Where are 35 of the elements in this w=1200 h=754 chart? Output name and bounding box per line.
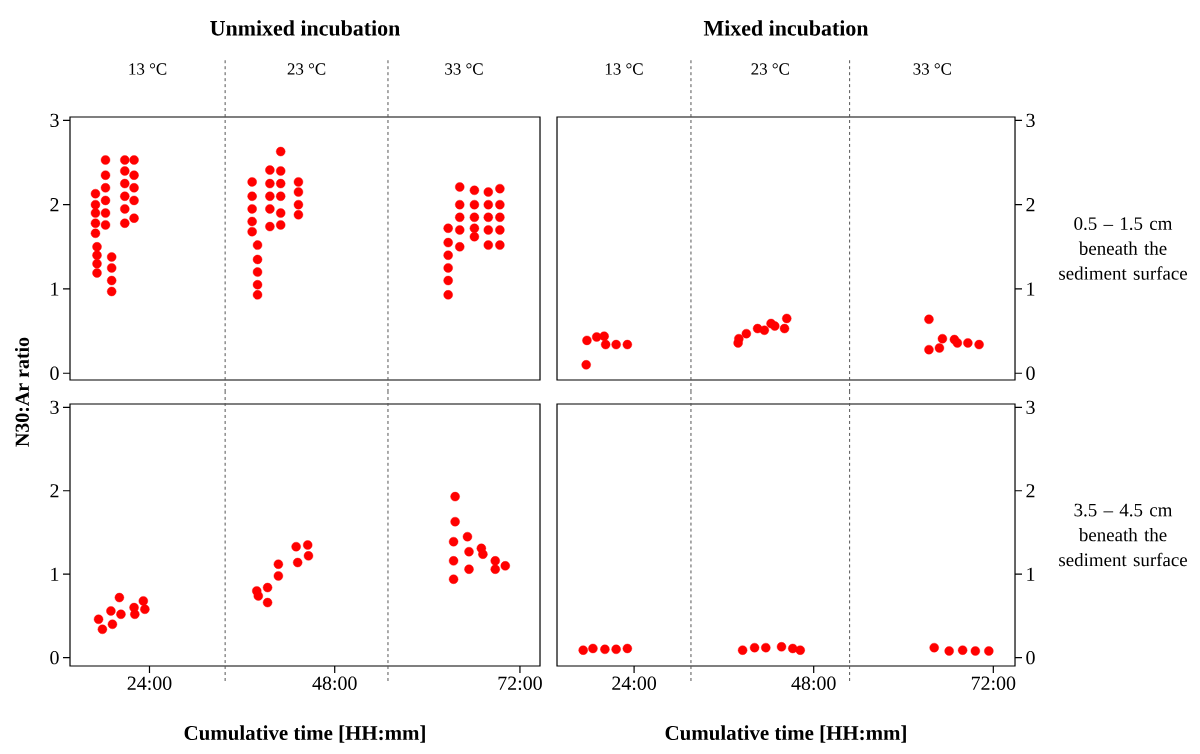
text: 33 °C bbox=[913, 63, 951, 75]
x-axis-title: Cumulative time [HH:mm] bbox=[184, 725, 425, 743]
x-tick-label: 72:00 bbox=[498, 676, 542, 691]
y-tick-label: 2 bbox=[1026, 484, 1035, 498]
x-tick-label: 72:00 bbox=[971, 676, 1016, 691]
text: 23 °C bbox=[287, 63, 326, 75]
y-tick-label: 2 bbox=[1026, 198, 1035, 212]
y-tick-label: 0 bbox=[1026, 650, 1035, 665]
y-axis-title: N30:Ar ratio bbox=[14, 337, 30, 447]
y-tick-label: 1 bbox=[1027, 282, 1035, 296]
text: 13 °C bbox=[129, 63, 167, 75]
y-tick-label: 0 bbox=[50, 650, 59, 665]
x-tick-label: 48:00 bbox=[791, 676, 836, 691]
x-axis-title: Cumulative time [HH:mm] bbox=[665, 725, 906, 743]
x-tick-label: 24:00 bbox=[612, 676, 657, 691]
y-tick-label: 1 bbox=[51, 567, 59, 581]
y-tick-label: 1 bbox=[1027, 567, 1035, 581]
y-tick-label: 3 bbox=[50, 113, 59, 128]
chart-title: Unmixed incubation bbox=[210, 20, 400, 36]
y-tick-label: 2 bbox=[50, 198, 59, 212]
y-tick-label: 3 bbox=[1026, 400, 1035, 415]
text: 33 °C bbox=[445, 63, 483, 75]
y-tick-label: 3 bbox=[50, 400, 59, 415]
y-tick-label: 0 bbox=[1026, 366, 1035, 380]
y-tick-label: 1 bbox=[51, 282, 59, 296]
y-tick-label: 3 bbox=[1026, 113, 1035, 128]
text: 3.5 – 4.5 cm beneath the sediment surface bbox=[1059, 503, 1188, 567]
y-tick-label: 0 bbox=[50, 366, 59, 380]
chart-title: Mixed incubation bbox=[703, 20, 869, 36]
x-tick-label: 48:00 bbox=[312, 676, 357, 691]
y-tick-label: 2 bbox=[50, 484, 59, 498]
text: 23 °C bbox=[751, 63, 789, 75]
x-tick-label: 24:00 bbox=[127, 676, 172, 691]
text: 0.5 – 1.5 cm beneath the sediment surface bbox=[1059, 217, 1188, 280]
text: 13 °C bbox=[605, 63, 643, 75]
